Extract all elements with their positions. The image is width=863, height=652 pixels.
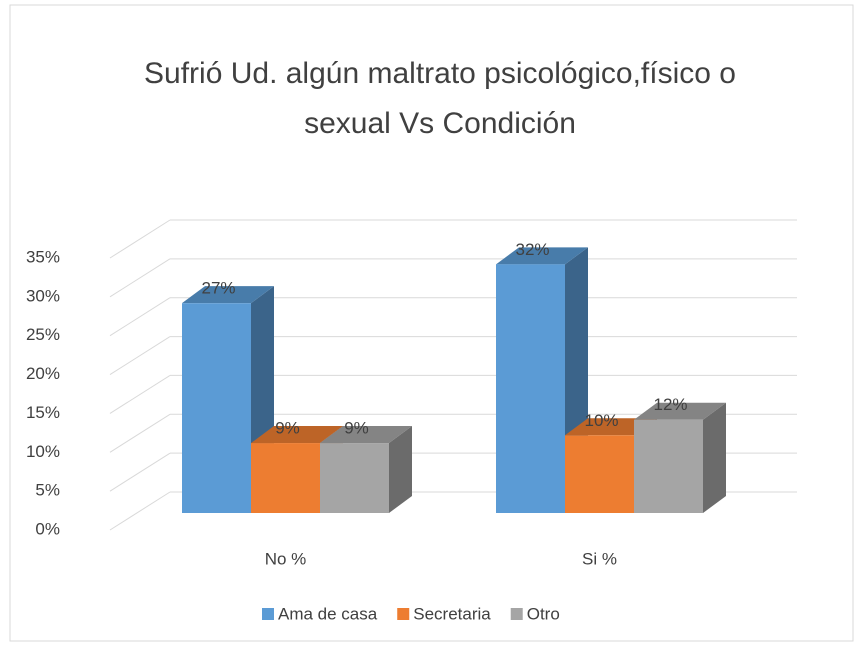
bar bbox=[320, 426, 412, 513]
bar-front bbox=[496, 264, 565, 513]
data-label: 9% bbox=[344, 419, 369, 438]
x-tick-label: Si % bbox=[582, 549, 617, 568]
y-tick-label: 20% bbox=[26, 364, 60, 383]
y-tick-label: 10% bbox=[26, 442, 60, 461]
bar-front bbox=[182, 303, 251, 513]
grid-line bbox=[109, 258, 171, 298]
grid-line bbox=[109, 219, 171, 259]
data-label: 12% bbox=[653, 395, 687, 414]
grid-line bbox=[109, 297, 171, 337]
bar-front bbox=[565, 435, 634, 513]
bar-top bbox=[634, 402, 726, 420]
y-tick-label: 5% bbox=[35, 481, 60, 500]
y-tick-label: 15% bbox=[26, 403, 60, 422]
y-tick-label: 0% bbox=[35, 519, 60, 538]
grid-line bbox=[109, 336, 171, 375]
data-label: 10% bbox=[584, 411, 618, 430]
bar-front bbox=[251, 443, 320, 513]
grid-line bbox=[109, 375, 171, 414]
legend-swatch bbox=[510, 608, 523, 620]
y-tick-label: 35% bbox=[26, 247, 60, 266]
grid-line bbox=[109, 452, 171, 492]
bar-top bbox=[182, 286, 274, 304]
data-label: 9% bbox=[275, 419, 300, 438]
grid-line bbox=[109, 413, 171, 453]
legend-label: Otro bbox=[527, 604, 560, 623]
bar-top bbox=[496, 247, 588, 265]
bar-side bbox=[389, 426, 412, 513]
data-label: 27% bbox=[201, 279, 235, 298]
bar-front bbox=[634, 419, 703, 513]
bar-front bbox=[320, 443, 389, 513]
bar-top bbox=[320, 426, 412, 444]
y-tick-label: 30% bbox=[26, 286, 60, 305]
legend-swatch bbox=[397, 608, 410, 620]
bar bbox=[634, 402, 726, 513]
x-tick-label: No % bbox=[265, 549, 307, 568]
bar-side bbox=[703, 402, 726, 513]
legend-swatch bbox=[262, 608, 274, 620]
chart-frame bbox=[9, 4, 854, 642]
grid-line bbox=[109, 491, 171, 531]
bar-top bbox=[251, 426, 343, 444]
y-tick-label: 25% bbox=[26, 325, 60, 344]
legend-label: Ama de casa bbox=[278, 604, 378, 623]
chart-title: Sufrió Ud. algún maltrato psicológico,fí… bbox=[144, 57, 736, 140]
legend-label: Secretaria bbox=[413, 604, 491, 623]
data-label: 32% bbox=[515, 240, 549, 259]
